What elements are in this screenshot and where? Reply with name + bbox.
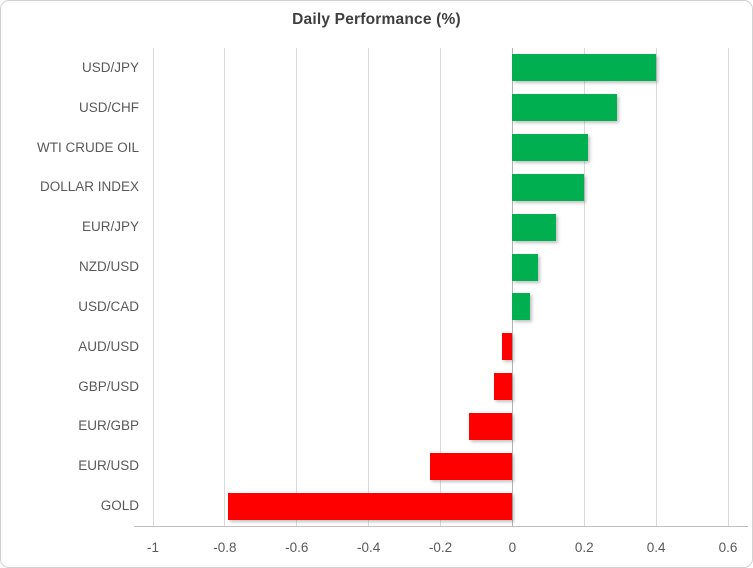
x-tick-label: -0.6 xyxy=(285,540,309,555)
gridline xyxy=(440,48,441,526)
gridline xyxy=(296,48,298,526)
category-label: NZD/USD xyxy=(79,259,139,275)
gridline xyxy=(583,48,585,526)
bar-gbp-usd xyxy=(494,373,513,401)
gridline xyxy=(224,48,226,526)
gridline xyxy=(727,48,729,526)
category-label: USD/JPY xyxy=(81,59,139,75)
category-label: WTI CRUDE OIL xyxy=(36,139,139,155)
gridline xyxy=(368,48,370,526)
category-label: AUD/USD xyxy=(78,338,139,354)
bar-eur-usd xyxy=(429,452,513,480)
gridline xyxy=(152,48,154,526)
category-label: GBP/USD xyxy=(78,378,139,394)
bar-aud-usd xyxy=(501,333,513,361)
category-label: DOLLAR INDEX xyxy=(39,179,139,195)
x-tick-label: 0.2 xyxy=(574,540,594,555)
chart-title: Daily Performance (%) xyxy=(292,11,461,28)
x-tick-label: -1 xyxy=(146,540,159,555)
category-label: EUR/JPY xyxy=(81,219,139,235)
x-tick-label: 0.4 xyxy=(646,540,666,555)
x-tick-label: -0.8 xyxy=(213,540,237,555)
bar-usd-chf xyxy=(512,94,617,122)
plot-area xyxy=(134,48,748,527)
bar-dollar-index xyxy=(512,173,585,201)
x-tick-label: 0 xyxy=(508,540,517,555)
category-label: EUR/USD xyxy=(78,458,139,474)
bar-usd-cad xyxy=(512,293,531,321)
bar-gold xyxy=(228,492,513,520)
category-label: USD/CAD xyxy=(78,298,139,314)
x-tick-label: -0.4 xyxy=(356,540,381,555)
bar-eur-jpy xyxy=(512,213,556,241)
bar-wti-crude-oil xyxy=(512,134,588,162)
zero-gridline xyxy=(511,48,513,526)
bar-eur-gbp xyxy=(469,412,513,440)
x-tick-label: -0.2 xyxy=(428,540,453,555)
bar-usd-jpy xyxy=(512,54,657,82)
category-label: EUR/GBP xyxy=(78,418,139,434)
x-tick-label: 0.6 xyxy=(718,540,738,555)
category-label: USD/CHF xyxy=(79,99,139,115)
gridline xyxy=(655,48,657,526)
bar-nzd-usd xyxy=(512,253,538,281)
category-label: GOLD xyxy=(100,498,139,514)
